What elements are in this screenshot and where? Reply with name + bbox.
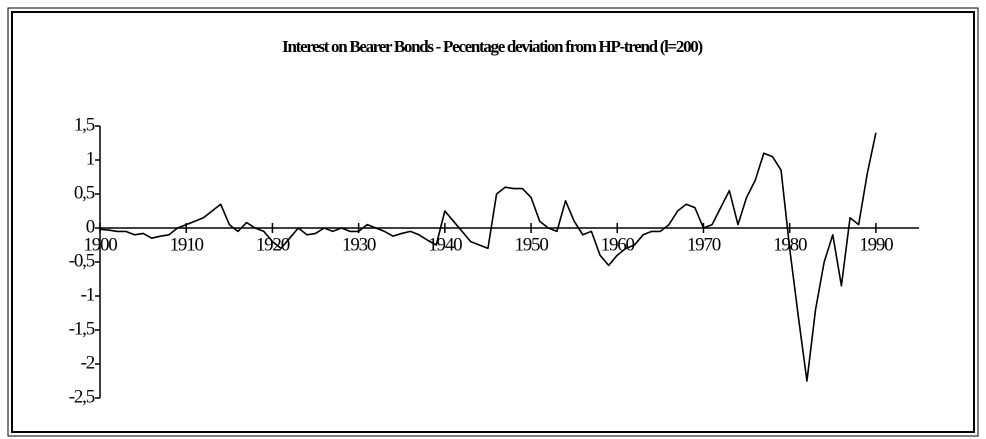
x-tick-label: 1930	[342, 234, 376, 255]
x-tick-label: 1970	[687, 234, 721, 255]
x-tick-label: 1990	[859, 234, 893, 255]
y-tick-label: 0,5	[74, 182, 95, 203]
y-tick-label: -0,5	[69, 250, 95, 271]
y-tick-label: 1,5	[74, 114, 95, 135]
x-tick-label: 1980	[773, 234, 807, 255]
y-tick-label: -2	[81, 352, 95, 373]
line-series	[99, 132, 877, 382]
x-tick-label: 1900	[83, 234, 117, 255]
chart-title: Interest on Bearer Bonds - Pecentage dev…	[282, 37, 702, 56]
y-tick-label: 1	[86, 148, 95, 169]
x-tick-label: 1920	[256, 234, 290, 255]
x-tick-label: 1910	[170, 234, 204, 255]
y-tick-label: -2,5	[69, 386, 95, 407]
x-tick-label: 1960	[601, 234, 635, 255]
y-tick-label: -1,5	[69, 318, 95, 339]
frame-outer	[7, 7, 979, 437]
x-tick-label: 1940	[428, 234, 462, 255]
y-tick-label: -1	[81, 284, 95, 305]
y-tick-label: 0	[86, 216, 95, 237]
x-tick-label: 1950	[514, 234, 548, 255]
frame-inner	[11, 11, 975, 433]
